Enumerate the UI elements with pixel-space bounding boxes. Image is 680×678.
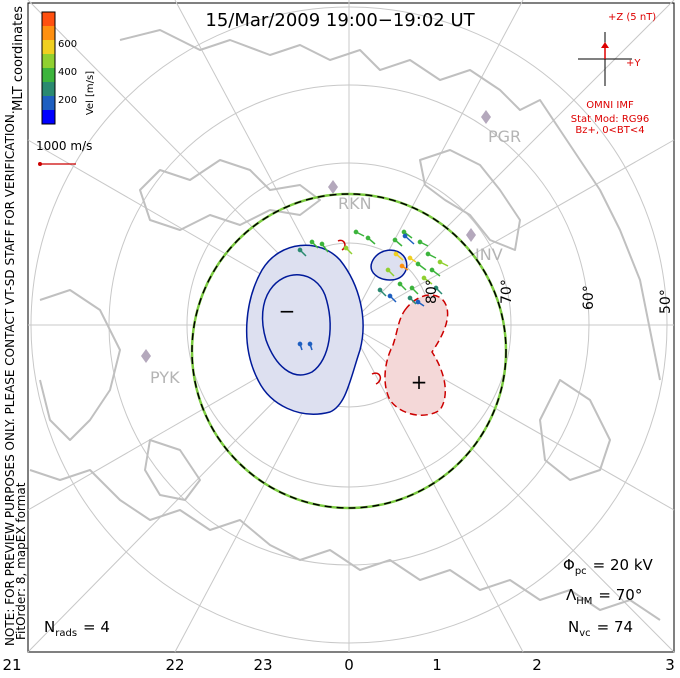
- color-scale-band: [42, 40, 55, 54]
- imf-indicator: +Z (5 nT) +Y OMNI IMF Stat Mod: RG96 Bz+…: [571, 12, 657, 136]
- imf-z-label: +Z (5 nT): [608, 12, 656, 23]
- mlt-label-0: 0: [344, 656, 354, 674]
- meridian-8: [348, 139, 675, 326]
- cross-polar-potential: Φpc = 20 kV: [563, 556, 654, 577]
- negative-cell: [245, 244, 364, 415]
- station-marker-pyk: [141, 349, 151, 363]
- imf-y-label: +Y: [626, 58, 641, 69]
- color-scale-band: [42, 96, 55, 110]
- positive-cell-label: +: [411, 370, 428, 394]
- coastline-island: [139, 159, 321, 231]
- latitude-labels: 80° 70° 60° 50°: [424, 279, 674, 314]
- station-label-inv: INV: [475, 245, 503, 264]
- latitude-label-60: 60°: [581, 285, 597, 310]
- meridian-1: [348, 324, 524, 653]
- radar-count: Nrads = 4: [44, 618, 110, 639]
- map-title: 15/Mar/2009 19:00−19:02 UT: [205, 10, 475, 31]
- color-scale-tick-200: 200: [58, 95, 77, 106]
- coastlines: [29, 29, 661, 621]
- coastline-south: [29, 469, 661, 621]
- vector-count: Nvc = 74: [568, 618, 633, 639]
- color-scale-title: Vel [m/s]: [85, 71, 96, 115]
- station-markers: [141, 110, 491, 363]
- station-marker-rkn: [328, 180, 338, 194]
- mlt-label-1: 1: [432, 656, 442, 674]
- velocity-vectors: [297, 229, 449, 351]
- color-scale-band: [42, 82, 55, 96]
- stat-model: Stat Mod: RG96: [571, 114, 650, 125]
- negative-cell-label: −: [279, 299, 296, 323]
- color-scale-tick-400: 400: [58, 67, 77, 78]
- negative-cell-inner: [261, 274, 331, 376]
- positive-cell-contour-tick: [371, 372, 382, 385]
- station-label-pyk: PYK: [150, 368, 180, 387]
- fit-order-note: FitOrder: 8, mapEX format: [14, 482, 28, 640]
- station-label-pgr: PGR: [488, 127, 521, 146]
- color-scale-band: [42, 54, 55, 68]
- color-scale-tick-600: 600: [58, 39, 77, 50]
- color-scale-band: [42, 12, 55, 26]
- coastline-east: [539, 379, 611, 481]
- reference-vector-label: 1000 m/s: [36, 139, 92, 153]
- station-marker-pgr: [481, 110, 491, 124]
- color-scale-band: [42, 68, 55, 82]
- mlt-label-3: 3: [665, 656, 675, 674]
- mlt-label-22: 22: [165, 656, 184, 674]
- velocity-color-scale: 200 400 600 Vel [m/s]: [41, 11, 96, 125]
- coastline-north: [119, 29, 661, 381]
- imf-condition: Bz+, 0<BT<4: [575, 125, 644, 136]
- station-marker-inv: [466, 228, 476, 242]
- color-scale-band: [42, 26, 55, 40]
- imf-source: OMNI IMF: [586, 100, 634, 111]
- map-statistics: Φpc = 20 kV ΛHM = 70° Nvc = 74 Nrads = 4: [44, 556, 654, 639]
- latitude-label-80: 80°: [424, 279, 440, 304]
- mlt-label-21: 21: [2, 656, 21, 674]
- mlt-axis-labels: 21 22 23 0 1 2 3: [2, 656, 674, 674]
- negative-side-contour-tick: [337, 239, 346, 251]
- preview-note: NOTE: FOR PREVIEW PURPOSES ONLY. PLEASE …: [3, 110, 17, 646]
- imf-vector-head: [601, 42, 609, 48]
- latitude-label-50: 50°: [658, 289, 674, 314]
- color-scale-band: [42, 110, 55, 124]
- positive-cell: [384, 294, 449, 416]
- mlt-label-2: 2: [532, 656, 542, 674]
- mlt-label-23: 23: [253, 656, 272, 674]
- station-label-rkn: RKN: [338, 194, 372, 213]
- hm-boundary: [191, 193, 507, 509]
- negative-cell-satellite: [370, 249, 408, 281]
- latitude-label-70: 70°: [499, 279, 515, 304]
- station-labels: PGR RKN INV PYK: [150, 127, 521, 387]
- coordinate-label: MLT coordinates: [11, 6, 26, 111]
- coastline-southwest: [144, 439, 201, 501]
- coastline-west: [39, 289, 121, 441]
- coastline-peninsula: [419, 149, 521, 251]
- reference-vector-origin: [38, 162, 42, 166]
- color-scale-frame: [41, 11, 56, 125]
- hm-boundary-latitude: ΛHM = 70°: [566, 586, 642, 607]
